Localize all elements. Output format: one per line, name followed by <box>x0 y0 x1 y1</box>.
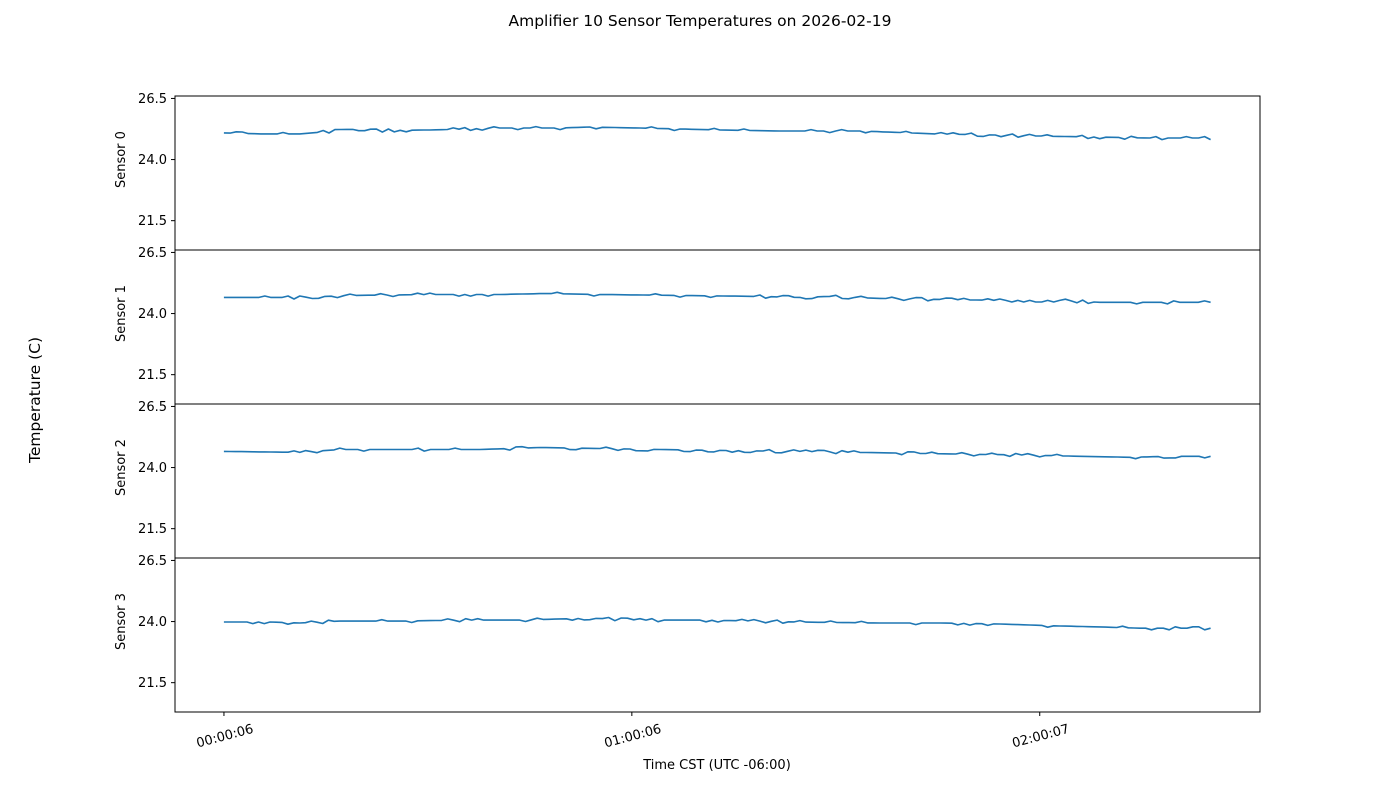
axes-frame <box>174 557 1261 713</box>
y-tick-label: 24.0 <box>138 307 167 322</box>
panel-sensor-3: 26.5 24.0 21.5 Sensor 3 <box>114 554 1261 713</box>
y-tick-label: 21.5 <box>138 214 167 229</box>
panel-ylabel: Sensor 3 <box>114 593 129 650</box>
y-tick-label: 26.5 <box>138 400 167 415</box>
panel-ylabel: Sensor 1 <box>114 285 129 342</box>
sensor-line <box>223 616 1211 631</box>
panel-ylabel: Sensor 2 <box>114 439 129 496</box>
x-tick-label: 01:00:06 <box>603 722 663 752</box>
axes-frame <box>174 403 1261 559</box>
y-tick-label: 21.5 <box>138 676 167 691</box>
sensor-line <box>223 445 1211 460</box>
panel-sensor-1: 26.5 24.0 21.5 Sensor 1 <box>114 246 1261 405</box>
sensor-line <box>223 125 1211 141</box>
y-tick-label: 26.5 <box>138 246 167 261</box>
axes-frame <box>174 95 1261 251</box>
y-tick-label: 24.0 <box>138 153 167 168</box>
y-tick-label: 24.0 <box>138 615 167 630</box>
x-tick-label: 02:00:07 <box>1011 722 1071 752</box>
y-tick-label: 24.0 <box>138 461 167 476</box>
x-tick-label: 00:00:06 <box>195 722 255 752</box>
panel-ylabel: Sensor 0 <box>114 131 129 188</box>
chart-title: Amplifier 10 Sensor Temperatures on 2026… <box>508 12 892 30</box>
axes-frame <box>174 249 1261 405</box>
y-tick-label: 21.5 <box>138 368 167 383</box>
y-tick-label: 21.5 <box>138 522 167 537</box>
x-axis-label: Time CST (UTC -06:00) <box>643 758 791 773</box>
y-tick-label: 26.5 <box>138 92 167 107</box>
y-tick-label: 26.5 <box>138 554 167 569</box>
sensor-line <box>223 291 1211 305</box>
panel-sensor-2: 26.5 24.0 21.5 Sensor 2 <box>114 400 1261 559</box>
panel-sensor-0: 26.5 24.0 21.5 Sensor 0 <box>114 92 1261 251</box>
